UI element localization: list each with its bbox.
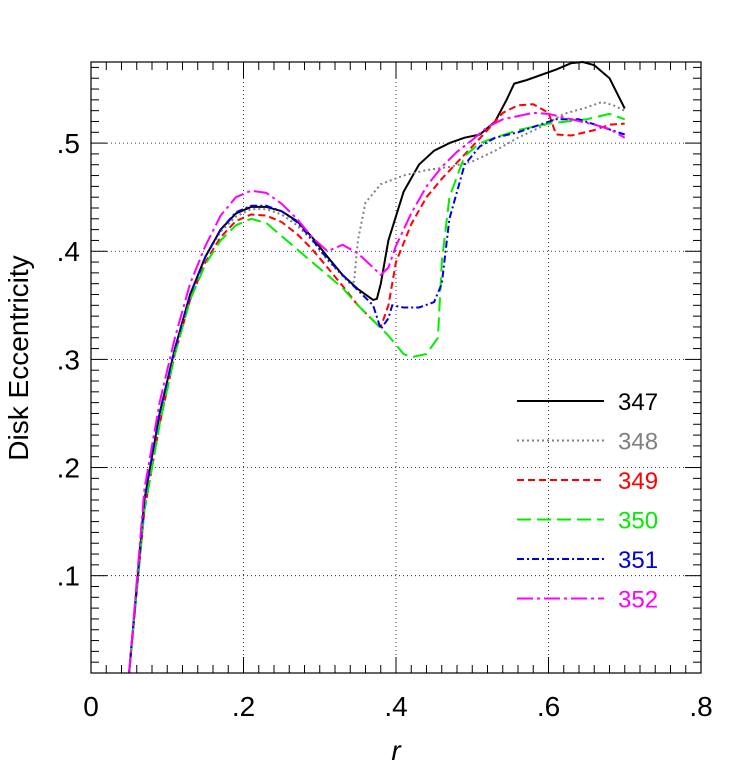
series-line-347 (128, 61, 626, 674)
series-line-350 (128, 112, 626, 674)
series-lines (128, 61, 626, 674)
x-tick-label: .6 (537, 691, 560, 722)
y-tick-label: .2 (57, 453, 80, 484)
series-line-352 (128, 111, 626, 674)
x-tick-label: 0 (83, 691, 99, 722)
x-tick-labels: 0 .2 .4 .6 .8 (83, 691, 712, 722)
legend-label-352: 352 (618, 587, 658, 614)
y-tick-labels: .1 .2 .3 .4 .5 (57, 128, 80, 592)
legend-label-348: 348 (618, 429, 658, 456)
y-axis-title: Disk Eccentricity (3, 255, 34, 460)
legend-label-351: 351 (618, 547, 658, 574)
series-line-348 (128, 101, 626, 674)
x-axis-title: r (391, 735, 402, 766)
series-line-351 (128, 118, 626, 674)
y-tick-label: .4 (57, 236, 80, 267)
x-tick-label: .2 (232, 691, 255, 722)
y-tick-label: .5 (57, 128, 80, 159)
x-tick-label: .4 (384, 691, 407, 722)
grid-lines (91, 62, 701, 673)
legend: 347 348 349 350 351 352 (517, 389, 658, 614)
series-line-349 (128, 103, 625, 674)
legend-label-349: 349 (618, 468, 658, 495)
legend-label-347: 347 (618, 389, 658, 416)
y-tick-label: .1 (57, 561, 80, 592)
minor-ticks (90, 62, 702, 674)
y-tick-label: .3 (57, 344, 80, 375)
x-tick-label: .8 (689, 691, 712, 722)
legend-label-350: 350 (618, 508, 658, 535)
plot-frame (90, 61, 702, 674)
